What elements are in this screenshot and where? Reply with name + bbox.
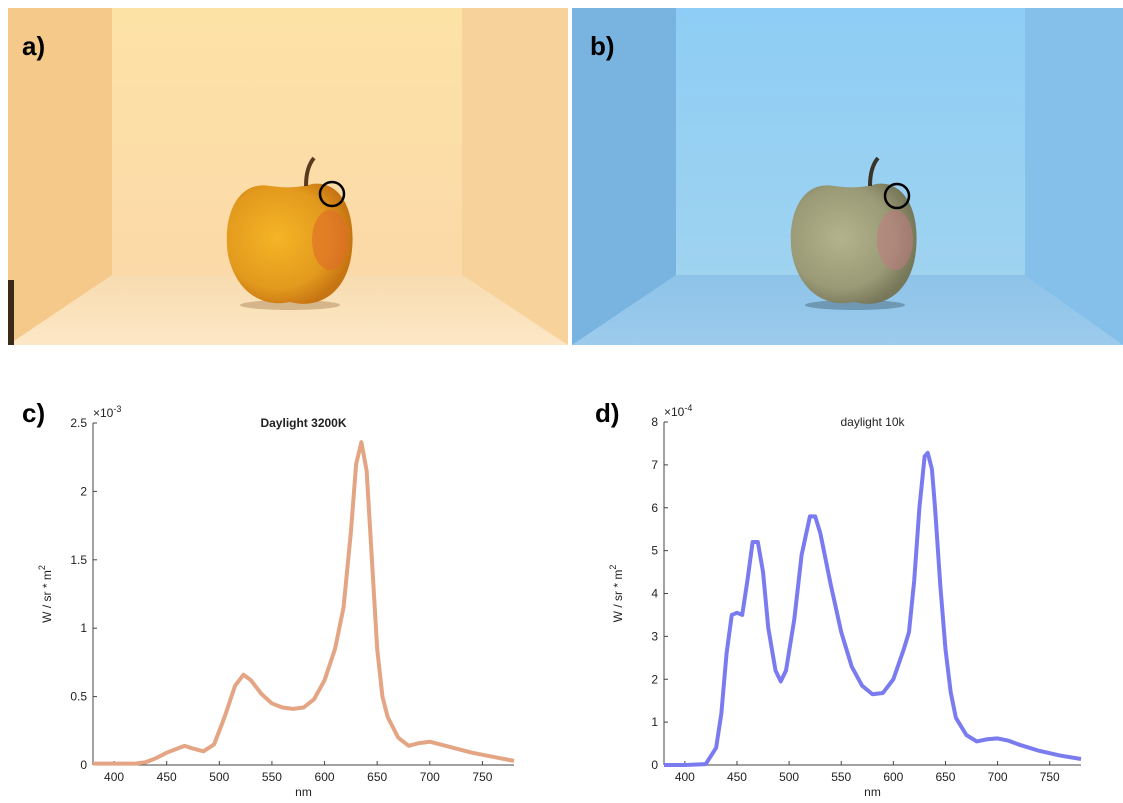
y-tick-label: 1.5 (70, 553, 87, 567)
y-tick-label: 1 (80, 621, 87, 635)
data-line (664, 453, 1081, 765)
panel-label: b) (590, 31, 615, 61)
x-tick-label: 400 (104, 770, 124, 784)
photo-b (572, 8, 1123, 345)
y-axis-label-superscript: 2 (37, 565, 47, 570)
y-tick-label: 7 (651, 458, 658, 472)
x-tick-label: 450 (727, 770, 747, 784)
x-tick-label: 750 (472, 770, 492, 784)
x-tick-label: 400 (675, 770, 695, 784)
y-tick-label: 2 (80, 484, 87, 498)
x-tick-label: 500 (779, 770, 799, 784)
y-tick-label: 4 (651, 587, 658, 601)
y-tick-label: 2 (651, 672, 658, 686)
figure: a) b) c)Daylight 3200K00.511.522.5400450… (0, 0, 1123, 803)
y-scale-base: ×10 (664, 405, 685, 419)
chart-title: Daylight 3200K (260, 416, 346, 430)
x-tick-label: 650 (935, 770, 955, 784)
x-tick-label: 650 (367, 770, 387, 784)
y-axis-label-text: W / sr * m (611, 570, 625, 623)
panel-label: a) (22, 31, 45, 61)
y-tick-label: 3 (651, 629, 658, 643)
y-scale-base: ×10 (93, 406, 114, 420)
y-scale-exponent: -3 (113, 404, 121, 414)
chart-title: daylight 10k (840, 415, 905, 429)
x-axis-label: nm (864, 785, 881, 799)
x-tick-label: 750 (1040, 770, 1060, 784)
y-scale-factor: ×10-4 (664, 403, 692, 419)
y-axis-label-text: W / sr * m (40, 570, 54, 623)
panel-label: c) (22, 398, 45, 428)
y-axis-label-superscript: 2 (608, 565, 618, 570)
y-tick-label: 6 (651, 501, 658, 515)
x-tick-label: 550 (262, 770, 282, 784)
panel-label: d) (595, 398, 620, 428)
x-tick-label: 500 (209, 770, 229, 784)
y-axis-label: W / sr * m2 (37, 565, 54, 623)
x-tick-label: 700 (420, 770, 440, 784)
y-tick-label: 0.5 (70, 690, 87, 704)
y-scale-exponent: -4 (684, 403, 692, 413)
x-tick-label: 550 (831, 770, 851, 784)
y-tick-label: 2.5 (70, 416, 87, 430)
photo-a (8, 8, 568, 345)
x-tick-label: 600 (883, 770, 903, 784)
y-axis-label: W / sr * m2 (608, 565, 625, 623)
y-tick-label: 0 (651, 758, 658, 772)
x-axis-label: nm (295, 785, 312, 799)
y-tick-label: 8 (651, 415, 658, 429)
x-tick-label: 600 (315, 770, 335, 784)
y-tick-label: 5 (651, 544, 658, 558)
data-line (93, 442, 514, 763)
y-tick-label: 1 (651, 715, 658, 729)
x-tick-label: 450 (157, 770, 177, 784)
y-scale-factor: ×10-3 (93, 404, 121, 420)
x-tick-label: 700 (988, 770, 1008, 784)
y-tick-label: 0 (80, 758, 87, 772)
